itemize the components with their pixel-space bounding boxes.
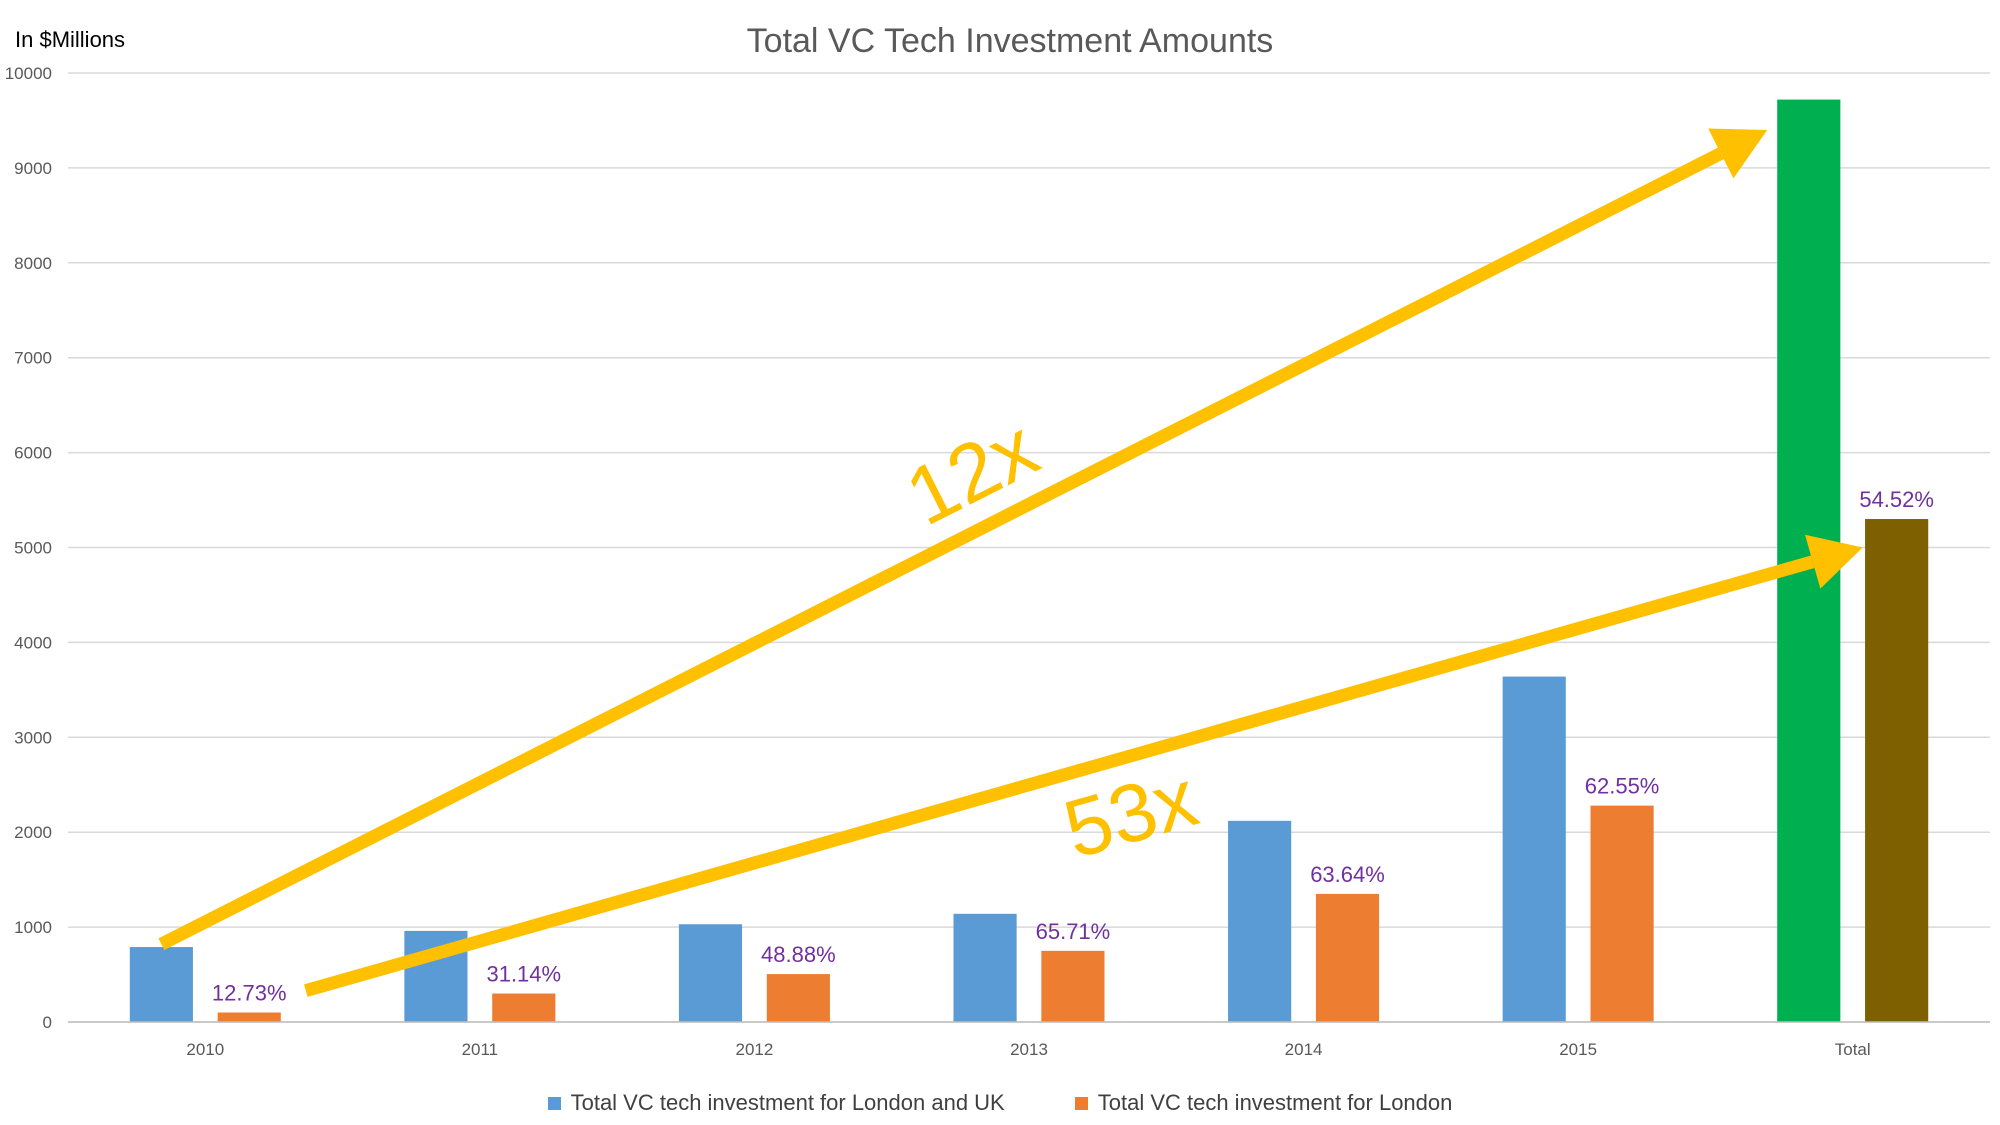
chart-title: Total VC Tech Investment Amounts bbox=[747, 22, 1274, 60]
legend: Total VC tech investment for London and … bbox=[0, 1090, 2000, 1116]
x-axis: 2010 2011 2012 2013 2014 2015 Total bbox=[68, 1021, 1990, 1059]
x-tick-label: 2012 bbox=[736, 1040, 774, 1059]
unit-label: In $Millions bbox=[15, 27, 125, 52]
bar-london-2013 bbox=[1041, 950, 1105, 1022]
percent-label: 48.88% bbox=[761, 942, 836, 967]
legend-label-london: Total VC tech investment for London bbox=[1097, 1090, 1453, 1115]
y-tick-label: 10000 bbox=[5, 64, 52, 83]
bars bbox=[129, 99, 1929, 1022]
bar-london-2015 bbox=[1590, 805, 1654, 1022]
annotation-label: 12x bbox=[893, 402, 1052, 543]
arrow-head bbox=[1708, 128, 1768, 179]
bar-london-total bbox=[1865, 519, 1929, 1022]
bar-london-2012 bbox=[766, 974, 830, 1022]
percent-label: 31.14% bbox=[486, 962, 561, 987]
arrow-shaft bbox=[158, 147, 1724, 950]
bar-london-2011 bbox=[492, 993, 556, 1022]
x-tick-label: Total bbox=[1835, 1040, 1871, 1059]
bar-london-2010 bbox=[217, 1012, 281, 1022]
gridlines bbox=[68, 72, 1990, 1023]
bar-uk-2013 bbox=[953, 913, 1017, 1022]
legend-item-uk: Total VC tech investment for London and … bbox=[547, 1090, 1005, 1116]
percent-label: 63.64% bbox=[1310, 862, 1385, 887]
legend-swatch-london bbox=[1074, 1096, 1088, 1110]
bar-uk-2010 bbox=[129, 947, 193, 1022]
y-tick-label: 6000 bbox=[14, 444, 52, 463]
x-tick-label: 2013 bbox=[1010, 1040, 1048, 1059]
arrow-head bbox=[1805, 534, 1863, 589]
y-tick-label: 4000 bbox=[14, 633, 52, 652]
bar-london-2014 bbox=[1315, 893, 1380, 1022]
y-tick-label: 2000 bbox=[14, 823, 52, 842]
legend-swatch-uk bbox=[547, 1096, 561, 1110]
y-tick-label: 3000 bbox=[14, 728, 52, 747]
y-tick-label: 0 bbox=[43, 1013, 52, 1032]
arrow-shaft bbox=[304, 555, 1815, 997]
legend-item-london: Total VC tech investment for London bbox=[1074, 1090, 1453, 1116]
y-tick-label: 1000 bbox=[14, 918, 52, 937]
y-axis: 0 1000 2000 3000 4000 5000 6000 7000 8000 9000 100… bbox=[5, 64, 52, 1032]
percent-labels: 12.73% 31.14% 48.88% 65.71% 63.64% 62.55% 54.5… bbox=[212, 487, 1934, 1005]
bar-uk-2014 bbox=[1228, 820, 1292, 1022]
x-tick-label: 2011 bbox=[462, 1040, 499, 1059]
x-tick-label: 2015 bbox=[1559, 1040, 1597, 1059]
percent-label: 54.52% bbox=[1859, 487, 1934, 512]
percent-label: 12.73% bbox=[212, 981, 287, 1006]
y-tick-label: 7000 bbox=[14, 349, 52, 368]
x-tick-label: 2010 bbox=[186, 1040, 224, 1059]
x-tick-label: 2014 bbox=[1285, 1040, 1323, 1059]
percent-label: 65.71% bbox=[1036, 919, 1111, 944]
bar-uk-2015 bbox=[1502, 676, 1566, 1022]
y-tick-label: 9000 bbox=[14, 159, 52, 178]
y-tick-label: 5000 bbox=[14, 539, 52, 558]
bar-uk-2012 bbox=[678, 924, 743, 1022]
y-tick-label: 8000 bbox=[14, 254, 52, 273]
percent-label: 62.55% bbox=[1585, 774, 1660, 799]
legend-label-uk: Total VC tech investment for London and … bbox=[570, 1090, 1005, 1115]
